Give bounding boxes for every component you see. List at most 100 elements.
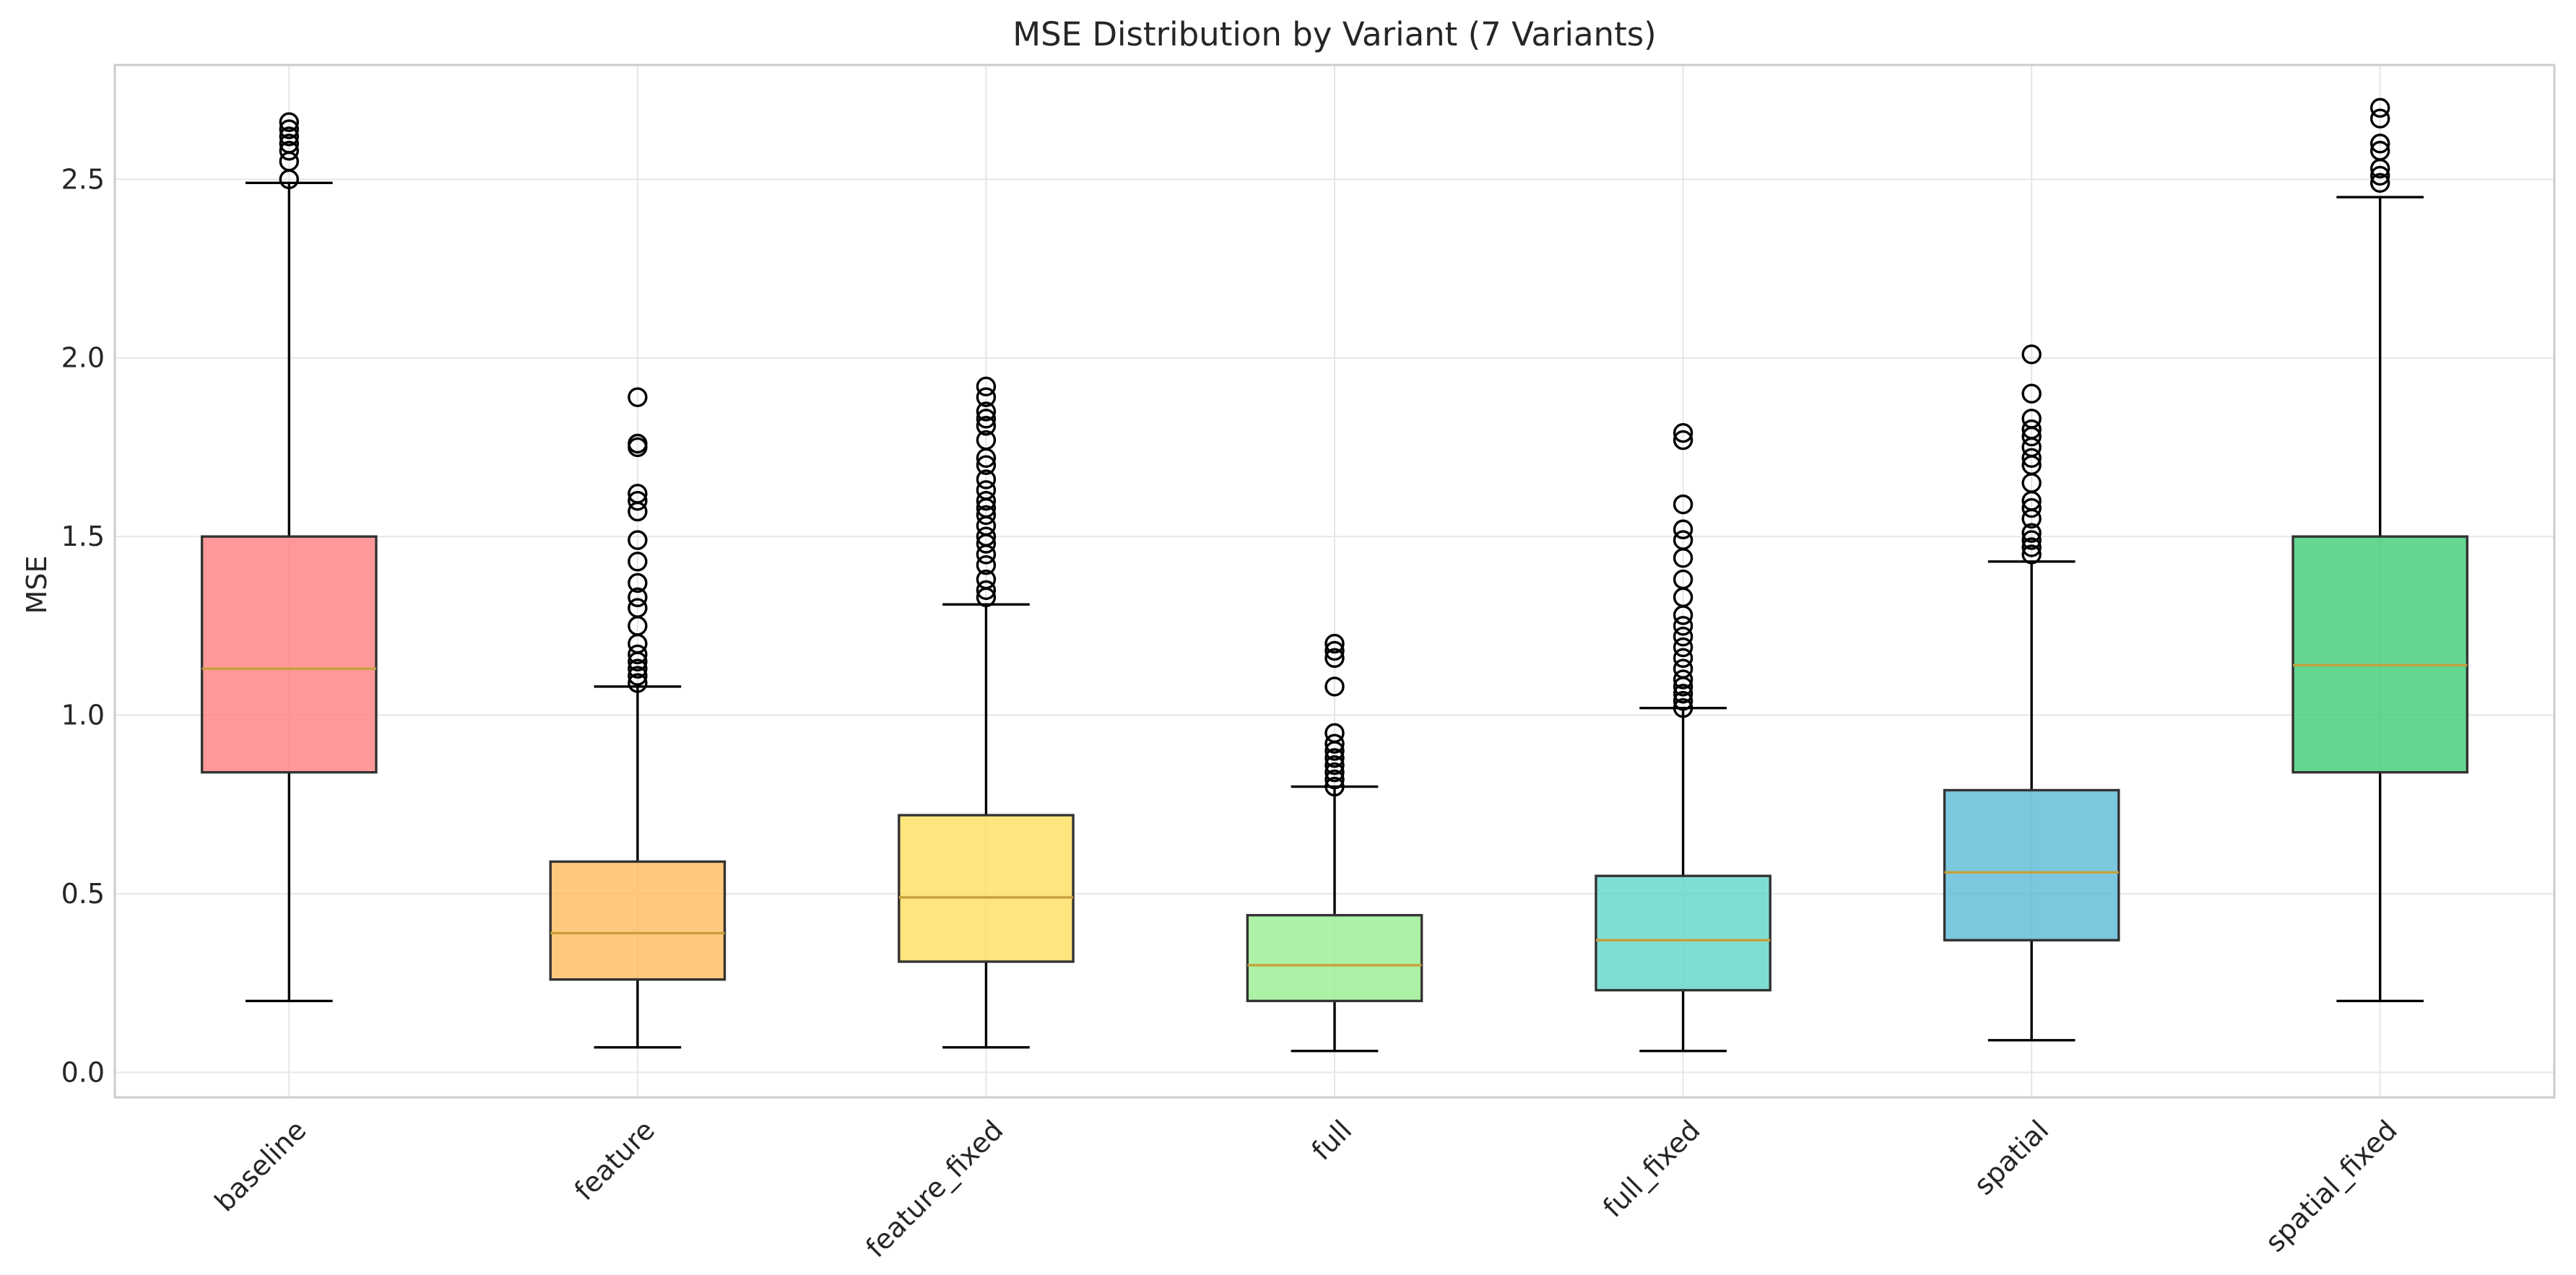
outlier-point [628, 598, 648, 618]
outlier-point [1673, 616, 1694, 636]
outlier-point [2021, 419, 2042, 440]
y-tick-label: 0.5 [61, 878, 105, 910]
outlier-point [976, 401, 997, 422]
outlier-point [1673, 626, 1694, 647]
outlier-point [1673, 519, 1694, 539]
outlier-point [628, 644, 648, 665]
outlier-point [976, 376, 997, 397]
outlier-point [2021, 409, 2042, 429]
outlier-point [976, 505, 997, 526]
outlier-point [1324, 755, 1345, 775]
outlier-point [1324, 640, 1345, 661]
outlier-point [1673, 430, 1694, 451]
box-spatial [1943, 788, 2120, 941]
box-group-full_fixed [1595, 422, 1771, 1053]
box-spatial_fixed [2291, 535, 2469, 774]
outlier-point [1324, 762, 1345, 783]
outlier-point [1324, 748, 1345, 768]
outlier-point [628, 552, 648, 572]
outlier-point [2021, 530, 2042, 550]
y-tick-label: 0.0 [61, 1056, 105, 1088]
outlier-point [976, 580, 997, 601]
y-axis-label: MSE [21, 556, 53, 614]
outlier-point [2021, 448, 2042, 468]
y-tick-labels: 0.0 0.5 1.0 1.5 2.0 2.5 [61, 163, 105, 1088]
outlier-point [1673, 669, 1694, 689]
outlier-point [279, 141, 299, 161]
box-plots [200, 97, 2469, 1053]
box-baseline [200, 535, 378, 774]
outlier-point [1324, 723, 1345, 743]
outlier-point [2370, 134, 2390, 154]
outlier-point [1673, 422, 1694, 443]
outlier-point [1673, 530, 1694, 550]
y-tick-label: 2.0 [61, 342, 105, 374]
outlier-point [628, 666, 648, 686]
outlier-point [1324, 633, 1345, 654]
outlier-point [1673, 691, 1694, 711]
outlier-point [1673, 648, 1694, 669]
y-tick-label: 1.5 [61, 521, 105, 552]
outlier-point [976, 469, 997, 489]
box-group-feature [549, 387, 727, 1049]
box-group-full [1246, 633, 1423, 1053]
outlier-point [628, 673, 648, 693]
outlier-point [2021, 537, 2042, 557]
box-group-spatial [1943, 344, 2120, 1042]
outlier-point [976, 555, 997, 575]
box-group-spatial_fixed [2291, 97, 2469, 1003]
outlier-point [279, 126, 299, 147]
outlier-point [1324, 769, 1345, 790]
outlier-point [628, 587, 648, 607]
outlier-point [1673, 569, 1694, 590]
outlier-point [1324, 648, 1345, 669]
outlier-point [628, 573, 648, 593]
outlier-point [976, 526, 997, 547]
outlier-point [976, 455, 997, 475]
outlier-point [2370, 165, 2390, 186]
outlier-point [628, 433, 648, 454]
outlier-point [1673, 658, 1694, 679]
box-feature [549, 860, 727, 981]
outlier-point [2021, 544, 2042, 565]
box-feature_fixed [898, 814, 1075, 963]
box-group-feature_fixed [898, 376, 1075, 1049]
plot-frame [113, 64, 2556, 1099]
outlier-point [279, 112, 299, 132]
outlier-point [1324, 776, 1345, 797]
chart-title: MSE Distribution by Variant (7 Variants) [1012, 15, 1656, 53]
outlier-point [976, 416, 997, 436]
outlier-point [2021, 523, 2042, 543]
outlier-point [1673, 494, 1694, 515]
outlier-point [628, 490, 648, 511]
outlier-point [1673, 637, 1694, 658]
outlier-point [2021, 497, 2042, 518]
outlier-point [1673, 697, 1694, 718]
outlier-point [2370, 173, 2390, 193]
outlier-point [976, 569, 997, 590]
outlier-point [279, 134, 299, 154]
outlier-point [976, 409, 997, 429]
box-full [1246, 913, 1423, 1003]
outlier-point [976, 490, 997, 511]
outlier-point [1324, 676, 1345, 697]
outlier-point [2370, 97, 2390, 118]
box-group-baseline [200, 112, 378, 1003]
outlier-point [976, 480, 997, 500]
outlier-point [2021, 344, 2042, 365]
outlier-point [2021, 383, 2042, 404]
outlier-point [628, 484, 648, 504]
outlier-point [279, 119, 299, 139]
outlier-point [1673, 684, 1694, 704]
outlier-point [2370, 108, 2390, 129]
y-tick-label: 2.5 [61, 163, 105, 195]
outlier-point [1324, 734, 1345, 754]
outlier-point [2370, 141, 2390, 161]
outlier-point [628, 387, 648, 407]
outlier-point [976, 430, 997, 451]
outlier-point [976, 387, 997, 407]
box-full_fixed [1595, 874, 1771, 992]
outlier-point [628, 530, 648, 550]
